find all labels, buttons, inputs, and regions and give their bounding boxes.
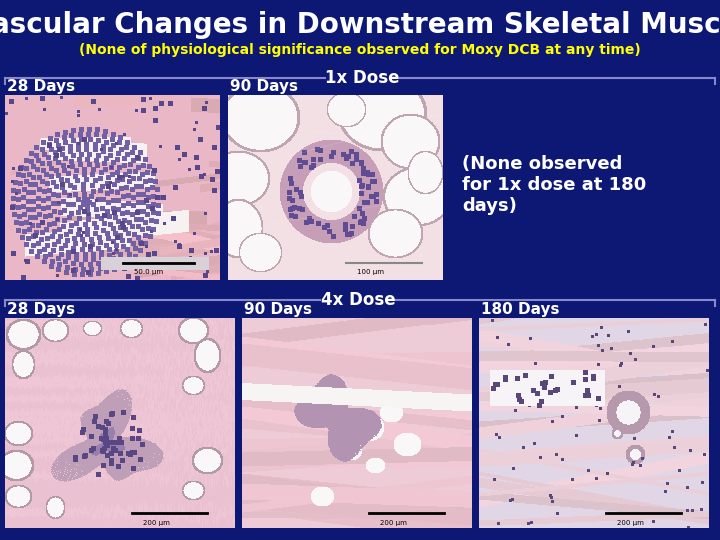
Text: 90 Days: 90 Days [244, 302, 312, 317]
Text: Vascular Changes in Downstream Skeletal Muscle: Vascular Changes in Downstream Skeletal … [0, 11, 720, 39]
Text: (None observed
for 1x dose at 180
days): (None observed for 1x dose at 180 days) [462, 155, 647, 214]
Text: 28 Days: 28 Days [7, 79, 75, 94]
Text: 4x Dose: 4x Dose [320, 291, 395, 309]
Text: 180 Days: 180 Days [481, 302, 559, 317]
Text: 28 Days: 28 Days [7, 302, 75, 317]
Text: 90 Days: 90 Days [230, 79, 298, 94]
Text: (None of physiological significance observed for Moxy DCB at any time): (None of physiological significance obse… [79, 43, 641, 57]
Text: 50.0 µm: 50.0 µm [134, 269, 163, 275]
Text: 200 µm: 200 µm [143, 519, 170, 525]
Text: 200 µm: 200 µm [380, 519, 407, 525]
Text: 100 µm: 100 µm [357, 269, 384, 275]
Text: 1x Dose: 1x Dose [325, 69, 400, 87]
Text: 200 µm: 200 µm [617, 519, 644, 525]
